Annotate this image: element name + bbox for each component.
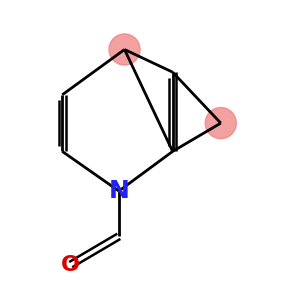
Text: N: N [108,179,129,203]
Circle shape [109,34,140,65]
Text: O: O [61,255,80,274]
Circle shape [205,107,236,139]
